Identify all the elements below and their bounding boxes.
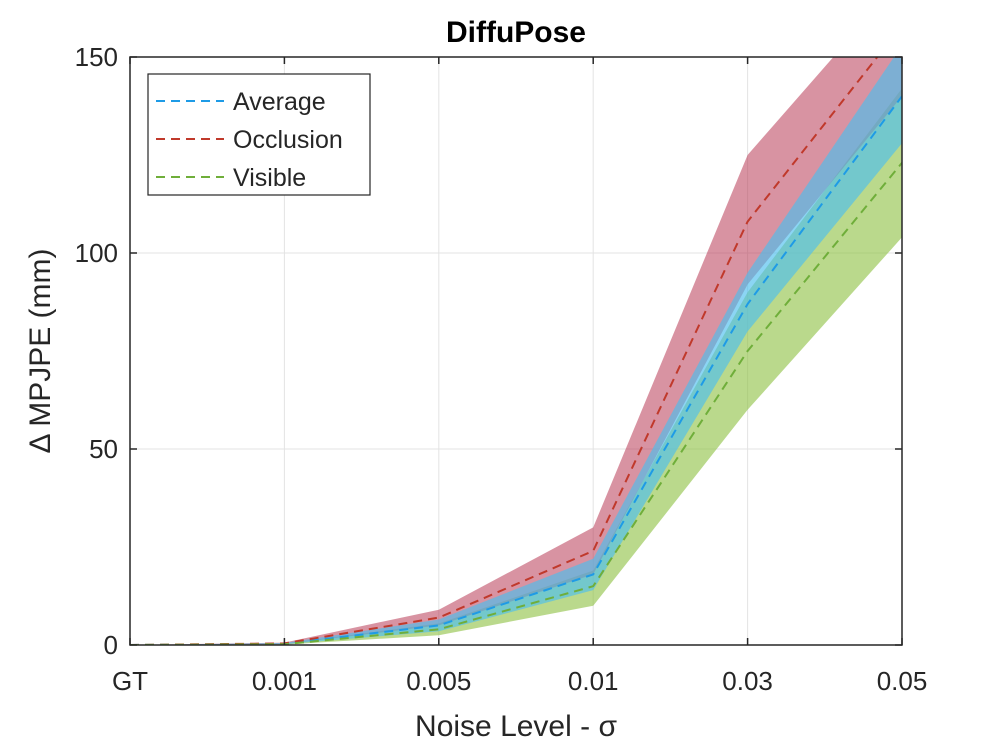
legend-label-average: Average [233,88,326,116]
x-tick-label: 0.05 [877,666,928,696]
x-axis: GT 0.001 0.005 0.01 0.03 0.05 [112,57,927,696]
y-tick-label: 0 [104,630,118,660]
y-axis-label: Δ MPJPE (mm) [24,248,57,453]
y-tick-label: 150 [75,42,118,72]
legend-box [147,73,371,196]
band-visible [130,88,902,645]
band-occlusion [130,57,902,645]
plot-frame [129,56,903,646]
x-tick-label: 0.001 [252,666,317,696]
legend-label-occlusion: Occlusion [233,126,343,154]
legend: Average Occlusion Visible [147,73,371,196]
x-tick-label: GT [112,666,148,696]
x-axis-label: Noise Level - σ [415,710,617,743]
y-tick-label: 100 [75,238,118,268]
x-tick-label: 0.01 [568,666,619,696]
y-axis: 0 50 100 150 [75,42,902,660]
confidence-bands [130,57,902,645]
x-tick-label: 0.005 [406,666,471,696]
x-tick-label: 0.03 [722,666,773,696]
chart-title: DiffuPose [446,16,586,49]
legend-label-visible: Visible [233,164,306,192]
y-tick-label: 50 [89,434,118,464]
